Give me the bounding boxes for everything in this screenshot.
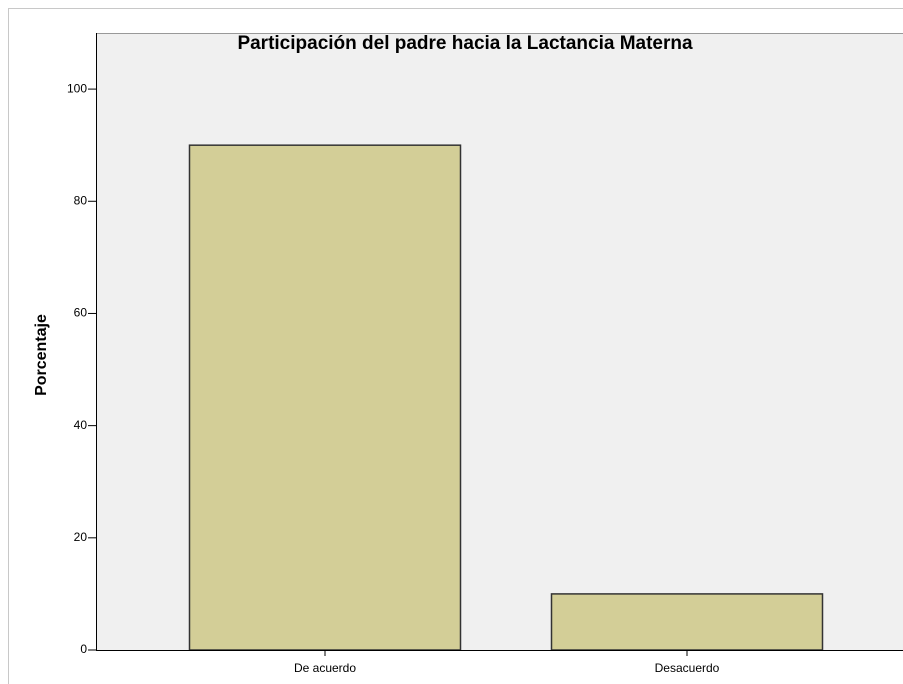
y-axis-label: Porcentaje (33, 314, 50, 396)
x-tick-label: Desacuerdo (655, 661, 720, 675)
y-tick-label: 100 (67, 81, 87, 95)
y-tick-label: 0 (80, 642, 87, 656)
bar (550, 593, 824, 651)
x-tick-label: De acuerdo (294, 661, 356, 675)
y-tick-label: 40 (74, 418, 88, 432)
chart-title: Participación del padre hacia la Lactanc… (237, 33, 693, 54)
y-tick-label: 20 (74, 530, 88, 544)
y-tick-label: 80 (74, 193, 88, 207)
bar (188, 144, 462, 651)
y-tick-label: 60 (74, 306, 88, 320)
